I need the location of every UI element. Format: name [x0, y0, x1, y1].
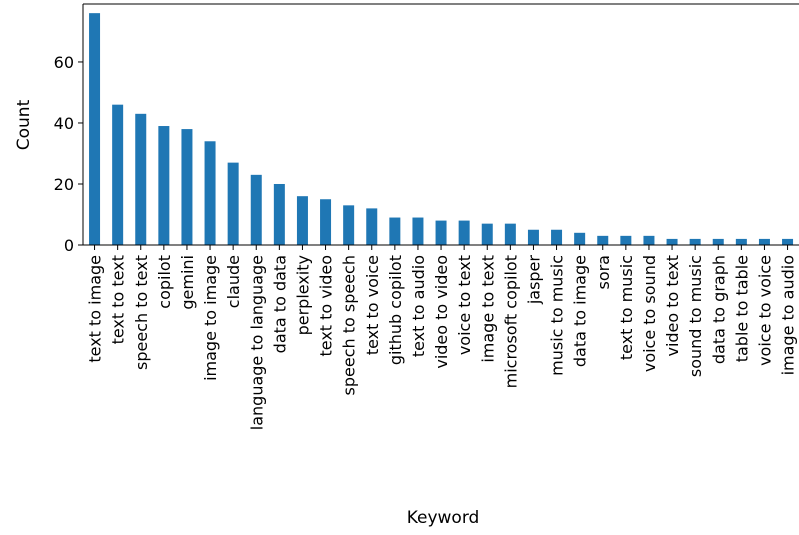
x-tick-label: image to image — [201, 255, 220, 381]
bar — [204, 141, 216, 245]
bar — [158, 126, 170, 245]
bar — [135, 113, 147, 245]
x-tick-label: github copilot — [386, 255, 405, 365]
bar — [435, 220, 447, 245]
x-tick-label: sound to music — [686, 255, 705, 377]
x-tick-label: language to language — [247, 255, 266, 430]
bar — [551, 229, 563, 245]
bar — [758, 238, 770, 245]
bar — [782, 238, 794, 245]
x-tick-label: video to video — [432, 255, 451, 369]
bar — [389, 217, 401, 245]
bar — [527, 229, 539, 245]
bar — [181, 129, 193, 245]
bar — [366, 208, 378, 245]
bar — [273, 183, 285, 245]
bar — [89, 13, 101, 246]
x-tick-label: speech to speech — [340, 255, 359, 395]
bars-group — [89, 13, 794, 246]
x-tick-label: text to video — [317, 255, 336, 357]
x-tick-label: microsoft copilot — [501, 255, 520, 388]
bar — [689, 238, 701, 245]
bar — [250, 174, 262, 245]
bar — [112, 104, 124, 245]
bar — [227, 162, 239, 245]
x-tick-label: data to image — [571, 255, 590, 367]
x-tick-label: image to audio — [779, 255, 798, 375]
x-tick-label: sora — [594, 255, 613, 290]
x-axis-ticks: text to image text to text speech to text c… — [86, 245, 798, 430]
x-tick-label: copilot — [155, 255, 174, 309]
bar — [458, 220, 470, 245]
x-tick-label: data to graph — [709, 255, 728, 364]
bar — [620, 235, 632, 245]
bar — [343, 205, 355, 245]
x-tick-label: image to text — [478, 255, 497, 363]
x-tick-label: data to data — [270, 255, 289, 353]
y-axis-label: Count — [14, 99, 34, 150]
bar — [597, 235, 609, 245]
x-tick-label: table to table — [732, 255, 751, 362]
x-tick-label: music to music — [548, 255, 567, 376]
x-tick-label: perplexity — [293, 255, 312, 335]
bar — [481, 223, 493, 245]
x-tick-label: video to text — [663, 255, 682, 357]
bar — [412, 217, 424, 245]
bar — [574, 232, 586, 245]
bar — [735, 238, 747, 245]
x-tick-label: speech to text — [132, 255, 151, 370]
x-tick-label: text to image — [86, 255, 105, 363]
x-tick-label: claude — [224, 255, 243, 308]
x-tick-label: voice to sound — [640, 255, 659, 372]
bar — [320, 199, 332, 245]
bar — [712, 238, 724, 245]
y-tick-label: 0 — [64, 236, 74, 255]
x-tick-label: voice to text — [455, 255, 474, 355]
x-tick-label: jasper — [524, 255, 543, 306]
x-tick-label: voice to voice — [755, 255, 774, 366]
y-tick-label: 60 — [54, 53, 74, 72]
y-tick-label: 40 — [54, 114, 74, 133]
x-tick-label: text to text — [109, 255, 128, 344]
x-tick-label: text to music — [617, 255, 636, 360]
bar — [666, 238, 678, 245]
x-axis-label: Keyword — [407, 508, 480, 528]
bar — [643, 235, 655, 245]
bar — [504, 223, 516, 245]
x-tick-label: text to voice — [363, 255, 382, 355]
y-axis-ticks: 0 20 40 60 — [54, 53, 83, 255]
y-tick-label: 20 — [54, 175, 74, 194]
x-tick-label: text to audio — [409, 255, 428, 357]
bar — [296, 196, 308, 245]
x-tick-label: gemini — [178, 255, 197, 310]
